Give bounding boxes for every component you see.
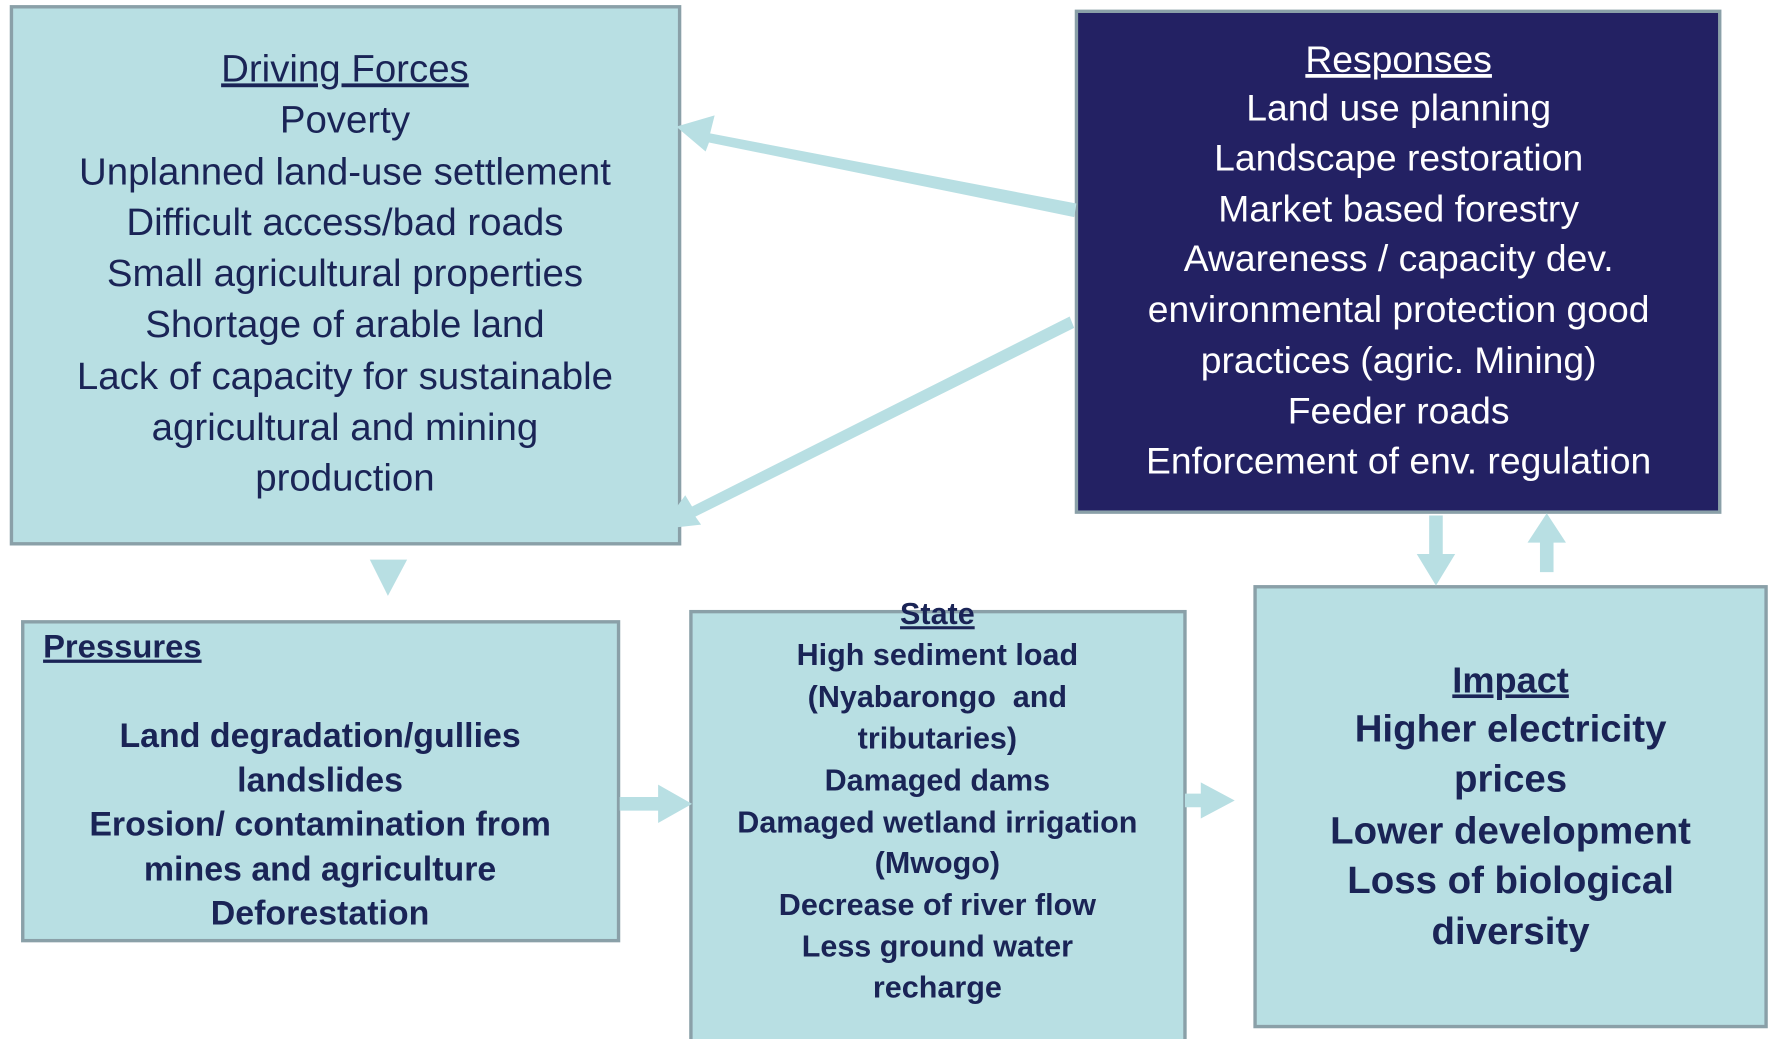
box: [1253, 585, 1768, 1029]
box-line: Feeder roads: [1288, 390, 1510, 432]
box-line: production: [255, 457, 434, 500]
arrows: [369, 115, 1566, 824]
box-line: Lower development: [1330, 809, 1691, 852]
box-line: Erosion/ contamination from: [89, 805, 551, 843]
arrow: [619, 784, 693, 824]
box-line: Lack of capacity for sustainable: [77, 355, 613, 398]
box: [9, 5, 682, 546]
box-line: Land use planning: [1246, 87, 1551, 129]
arrow: [369, 559, 408, 596]
box-line: recharge: [873, 970, 1002, 1004]
box-line: Less ground water: [802, 930, 1073, 964]
box-title: Driving Forces: [221, 47, 469, 90]
box-line: Damaged wetland irrigation: [737, 805, 1137, 839]
box-line: landslides: [237, 761, 403, 799]
box-line: diversity: [1432, 910, 1591, 953]
box-line: Difficult access/bad roads: [126, 201, 563, 244]
box-title: Pressures: [43, 628, 202, 665]
box-line: Landscape restoration: [1214, 136, 1583, 178]
box-line: Deforestation: [211, 895, 430, 933]
arrow: [660, 316, 1075, 530]
box-line: (Nyabarongo and: [808, 680, 1067, 714]
box-line: Poverty: [280, 98, 411, 141]
box-line: Market based forestry: [1218, 187, 1579, 229]
arrow: [1184, 782, 1235, 819]
box-line: Small agricultural properties: [107, 252, 583, 295]
box: [689, 609, 1187, 1039]
box: [21, 620, 621, 943]
box-line: environmental protection good: [1148, 288, 1650, 330]
box-line: practices (agric. Mining): [1201, 339, 1597, 381]
box-line: prices: [1454, 757, 1567, 800]
box-line: agricultural and mining: [152, 406, 539, 449]
box-line: Higher electricity: [1355, 708, 1667, 751]
arrow: [1416, 515, 1456, 586]
box-line: Land degradation/gullies: [119, 717, 520, 755]
box-line: Decrease of river flow: [779, 888, 1096, 922]
arrow: [1527, 513, 1566, 573]
box-line: Enforcement of env. regulation: [1146, 439, 1651, 481]
box-line: Damaged dams: [825, 763, 1051, 797]
box: [1074, 9, 1722, 514]
box-title: State: [900, 597, 975, 631]
box-line: (Mwogo): [875, 846, 1000, 880]
box-title: Impact: [1452, 659, 1569, 700]
box-line: mines and agriculture: [144, 851, 496, 889]
arrow: [676, 115, 1077, 218]
box-line: tributaries): [858, 722, 1017, 756]
box-line: Unplanned land-use settlement: [79, 150, 611, 193]
box-line: Shortage of arable land: [145, 303, 544, 346]
box-line: Loss of biological: [1347, 859, 1674, 902]
box-line: High sediment load: [797, 638, 1078, 672]
box-line: Awareness / capacity dev.: [1184, 237, 1614, 279]
box-title: Responses: [1305, 38, 1492, 80]
